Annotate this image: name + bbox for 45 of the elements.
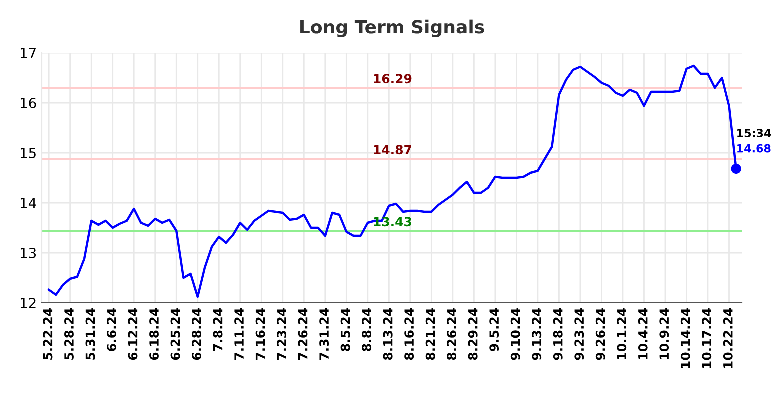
x-tick-label: 6.12.24	[128, 308, 138, 360]
x-tick-label: 6.28.24	[192, 308, 202, 360]
x-tick-label: 10.14.24	[680, 308, 690, 368]
annotation: 15:34	[738, 129, 772, 138]
x-tick-label: 9.26.24	[596, 308, 606, 360]
x-tick-label: 9.10.24	[510, 308, 520, 360]
y-tick-label: 12	[20, 298, 36, 308]
ref-line-label: 13.43	[374, 217, 412, 227]
x-tick-label: 7.23.24	[277, 308, 287, 360]
x-tick-label: 5.22.24	[43, 308, 53, 360]
x-tick-label: 7.16.24	[256, 308, 266, 360]
x-tick-label: 9.13.24	[532, 308, 542, 360]
x-tick-label: 8.16.24	[404, 308, 414, 360]
x-tick-label: 10.9.24	[660, 308, 670, 360]
x-tick-label: 7.8.24	[213, 308, 223, 352]
x-tick-label: 10.17.24	[702, 308, 712, 368]
ref-line-label: 16.29	[374, 74, 412, 84]
x-tick-label: 7.26.24	[298, 308, 308, 360]
x-tick-label: 6.6.24	[107, 308, 116, 352]
x-tick-label: 9.18.24	[553, 308, 563, 360]
ref-line-label: 14.87	[374, 145, 412, 155]
chart-title: Long Term Signals	[300, 20, 484, 38]
y-tick-label: 16	[20, 98, 36, 108]
y-tick-label: 13	[20, 248, 36, 258]
x-tick-label: 7.31.24	[320, 308, 330, 360]
x-tick-label: 8.21.24	[426, 308, 436, 360]
x-tick-label: 7.11.24	[234, 308, 244, 360]
y-tick-label: 17	[20, 48, 36, 58]
x-tick-label: 8.26.24	[447, 308, 457, 360]
x-tick-label: 9.23.24	[574, 308, 584, 360]
y-tick-label: 15	[20, 148, 36, 158]
x-tick-label: 9.5.24	[490, 308, 500, 352]
data-label: 14.68	[738, 144, 771, 153]
x-tick-label: 8.13.24	[383, 308, 393, 360]
x-tick-label: 10.1.24	[617, 308, 627, 360]
y-tick-label: 14	[20, 198, 36, 208]
x-tick-label: 10.22.24	[723, 308, 733, 368]
x-tick-label: 5.28.24	[64, 308, 74, 360]
x-tick-label: 8.29.24	[468, 308, 478, 360]
x-tick-label: 5.31.24	[86, 308, 96, 360]
x-tick-label: 10.4.24	[638, 308, 648, 360]
x-tick-label: 6.18.24	[150, 308, 159, 360]
x-tick-label: 8.5.24	[340, 308, 350, 352]
x-tick-label: 8.8.24	[362, 308, 372, 352]
x-tick-label: 6.25.24	[170, 308, 180, 360]
